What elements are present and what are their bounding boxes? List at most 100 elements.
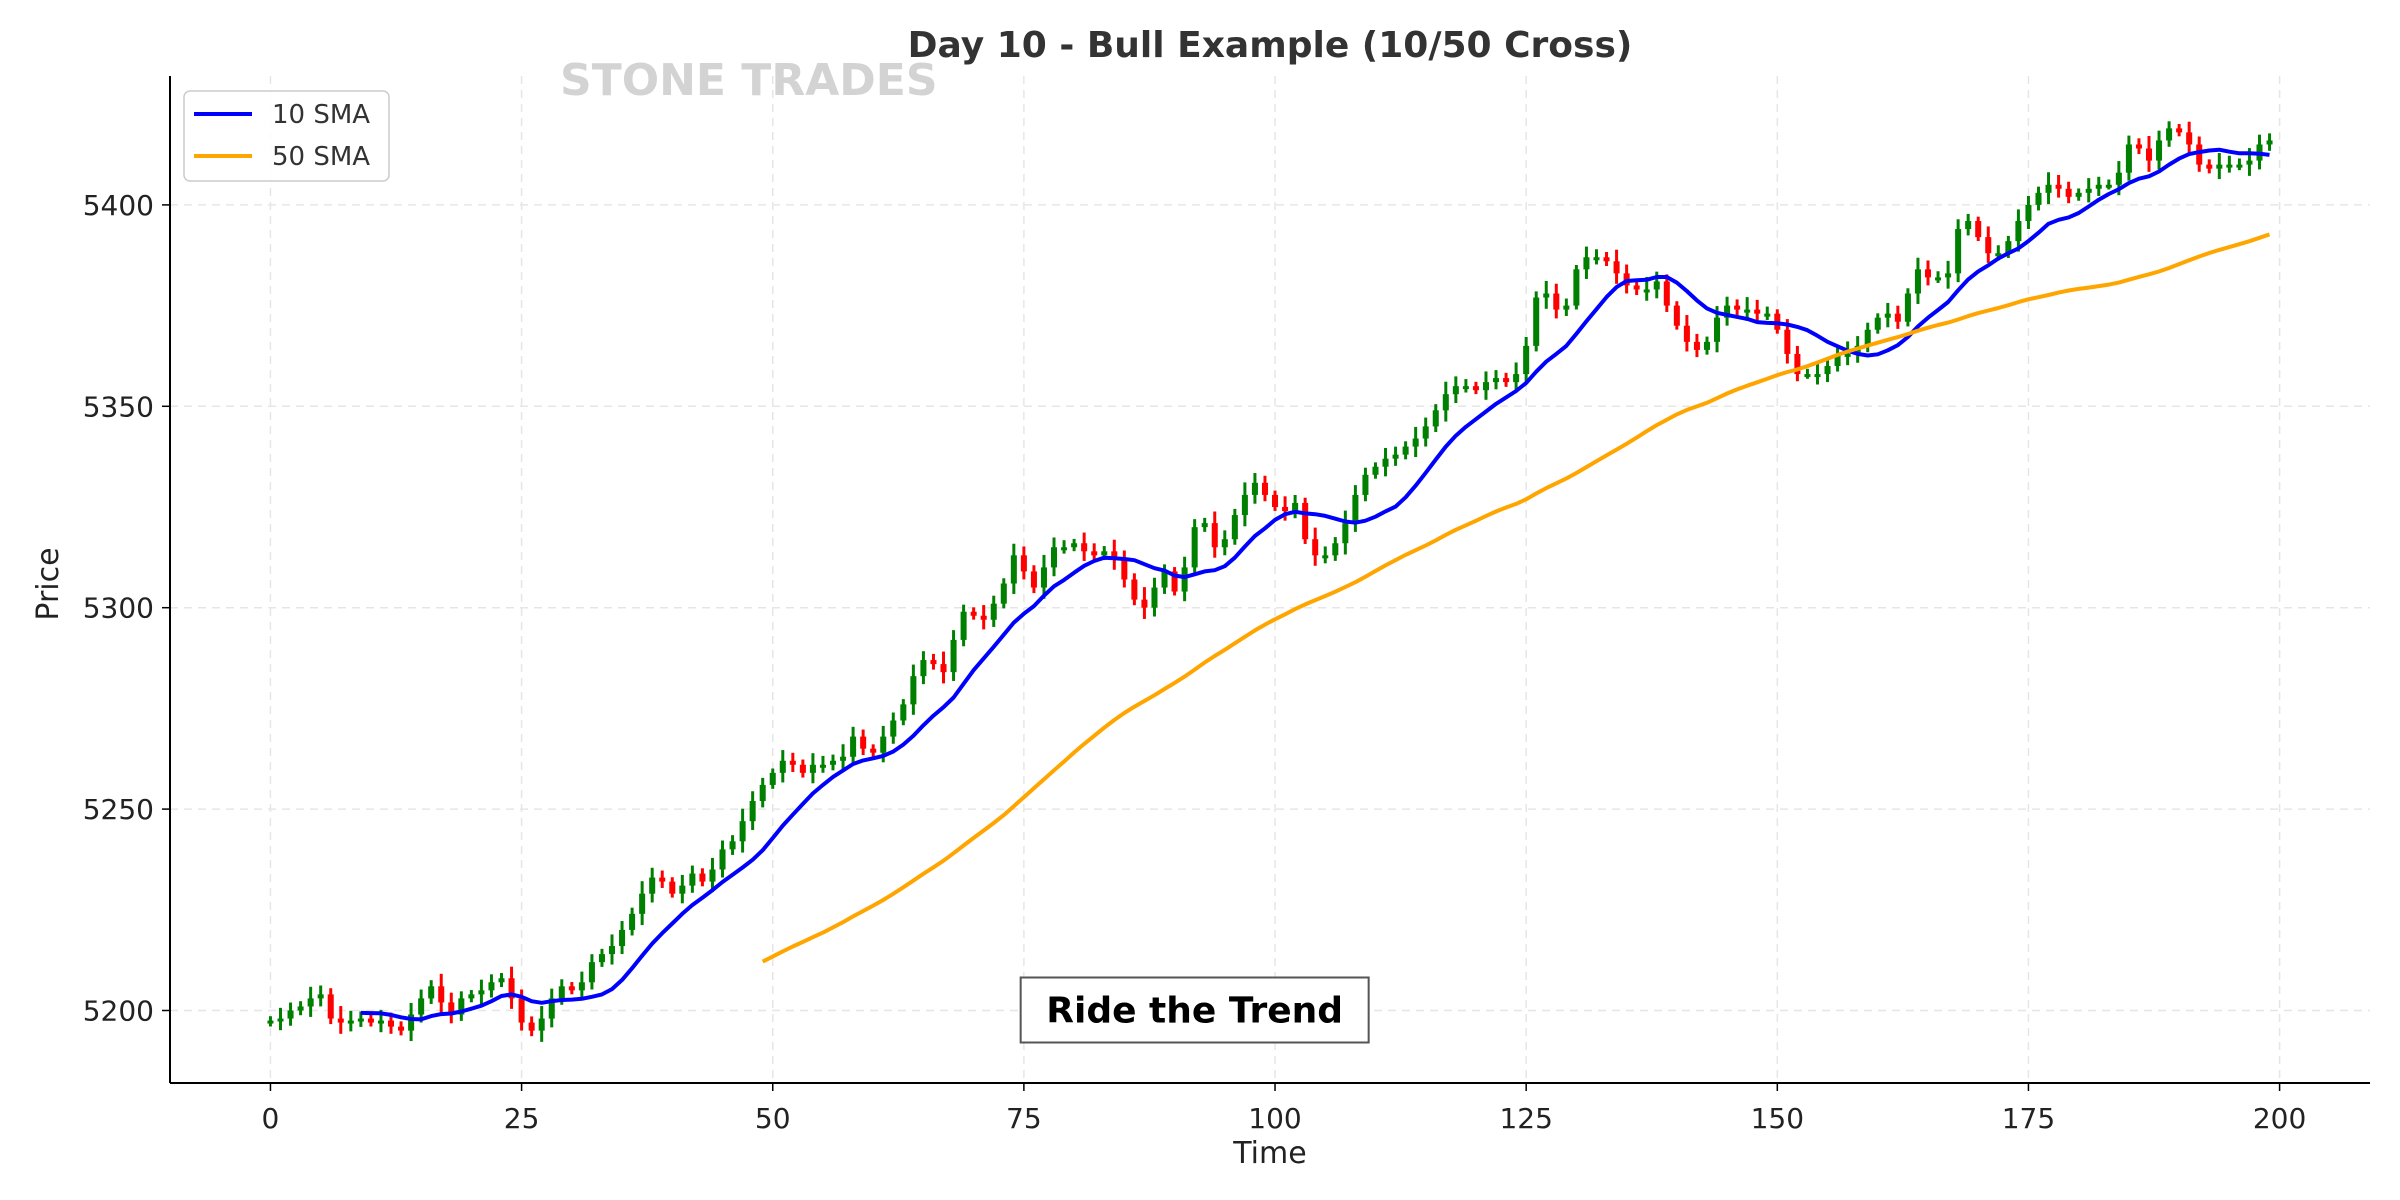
candle-up bbox=[1533, 291, 1540, 352]
candle-body bbox=[1975, 221, 1982, 238]
candle-down bbox=[1693, 333, 1700, 358]
candle-body bbox=[1784, 329, 1791, 354]
candle-body bbox=[930, 660, 937, 665]
candle-body bbox=[458, 998, 465, 1015]
candle-up bbox=[1945, 260, 1952, 289]
candle-down bbox=[1171, 567, 1178, 596]
candle-up bbox=[1332, 537, 1339, 561]
candle-up bbox=[1442, 381, 1449, 422]
candle-body bbox=[2156, 140, 2163, 161]
candle-body bbox=[1171, 571, 1178, 592]
candle-body bbox=[1302, 502, 1309, 540]
candle-up bbox=[1251, 473, 1258, 504]
candle-body bbox=[709, 869, 716, 882]
candle-body bbox=[850, 736, 857, 757]
candle-down bbox=[568, 981, 575, 995]
candle-up bbox=[1292, 494, 1299, 519]
candle-up bbox=[548, 988, 555, 1028]
candle-down bbox=[1020, 546, 1027, 580]
candle-up bbox=[588, 954, 595, 990]
annotation-box bbox=[1019, 976, 1370, 1044]
candle-up bbox=[1231, 508, 1238, 545]
candle-down bbox=[870, 744, 877, 757]
candle-body bbox=[2145, 148, 2153, 161]
candle-up bbox=[960, 604, 967, 647]
candle-up bbox=[2266, 133, 2273, 151]
y-tick-label: 5250 bbox=[83, 793, 154, 826]
candle-down bbox=[2135, 138, 2142, 155]
candle-body bbox=[1051, 547, 1058, 568]
candle-up bbox=[819, 755, 826, 773]
candle-body bbox=[2196, 144, 2203, 165]
candle-up bbox=[850, 726, 857, 766]
candle-body bbox=[1613, 261, 1620, 274]
candle-body bbox=[1804, 374, 1811, 378]
candle-body bbox=[950, 639, 957, 673]
candle-down bbox=[1603, 252, 1610, 267]
candle-body bbox=[1442, 394, 1449, 411]
candle-down bbox=[508, 966, 515, 1009]
candle-up bbox=[1010, 543, 1017, 594]
candle-body bbox=[1794, 353, 1801, 375]
candle-body bbox=[398, 1026, 405, 1031]
candle-body bbox=[1472, 386, 1479, 391]
candle-body bbox=[1663, 281, 1670, 306]
candle-body bbox=[2025, 204, 2032, 222]
candle-body bbox=[719, 849, 726, 870]
x-tick-label: 75 bbox=[1006, 1102, 1042, 1135]
candle-body bbox=[2015, 221, 2022, 242]
candle-body bbox=[1864, 329, 1871, 346]
candle-body bbox=[1231, 515, 1238, 540]
x-axis-label: Time bbox=[1232, 1136, 1306, 1171]
candle-body bbox=[1683, 325, 1690, 342]
candle-up bbox=[649, 867, 656, 903]
candle-body bbox=[1191, 527, 1198, 568]
candle-body bbox=[1422, 426, 1429, 439]
candle-up bbox=[2075, 188, 2082, 201]
candle-body bbox=[1573, 269, 1580, 306]
candle-up bbox=[1543, 281, 1550, 309]
candle-up bbox=[408, 1002, 415, 1042]
candle-down bbox=[1754, 299, 1761, 323]
candle-body bbox=[428, 986, 435, 999]
candle-body bbox=[2166, 128, 2173, 141]
candle-body bbox=[629, 913, 636, 930]
candle-up bbox=[488, 974, 495, 998]
candle-body bbox=[1000, 583, 1007, 604]
annotation-text: Ride the Trend bbox=[1046, 990, 1343, 1031]
candle-body bbox=[2206, 164, 2213, 169]
candle-up bbox=[428, 980, 435, 1004]
candle-down bbox=[1924, 260, 1932, 286]
candle-body bbox=[1211, 523, 1218, 548]
candle-body bbox=[1583, 257, 1590, 270]
candle-body bbox=[940, 664, 947, 673]
candle-body bbox=[1272, 494, 1279, 507]
candle-down bbox=[1673, 301, 1680, 330]
candle-up bbox=[1462, 379, 1469, 393]
candle-down bbox=[930, 653, 937, 670]
candle-body bbox=[1030, 571, 1037, 588]
candle-down bbox=[1030, 565, 1037, 594]
candle-body bbox=[1251, 482, 1258, 495]
candle-down bbox=[327, 988, 334, 1025]
x-tick-label: 0 bbox=[262, 1102, 280, 1135]
chart-title: Day 10 - Bull Example (10/50 Cross) bbox=[908, 25, 1633, 66]
x-tick-label: 25 bbox=[504, 1102, 540, 1135]
grid bbox=[170, 76, 2370, 1083]
candle-down bbox=[1503, 372, 1510, 387]
candle-down bbox=[2065, 181, 2072, 204]
candle-body bbox=[689, 873, 696, 886]
candle-up bbox=[1362, 467, 1369, 502]
candle-body bbox=[1724, 305, 1731, 318]
candle-up bbox=[498, 973, 505, 988]
candle-down bbox=[1131, 573, 1138, 606]
candle-down bbox=[699, 868, 706, 887]
candle-body bbox=[2186, 132, 2193, 145]
candle-body bbox=[538, 1018, 545, 1031]
candle-body bbox=[2085, 188, 2092, 193]
candle-body bbox=[2135, 144, 2142, 149]
candle-up bbox=[729, 835, 736, 855]
candle-down bbox=[438, 973, 445, 1014]
candle-up bbox=[2095, 176, 2102, 196]
candle-down bbox=[659, 870, 666, 888]
